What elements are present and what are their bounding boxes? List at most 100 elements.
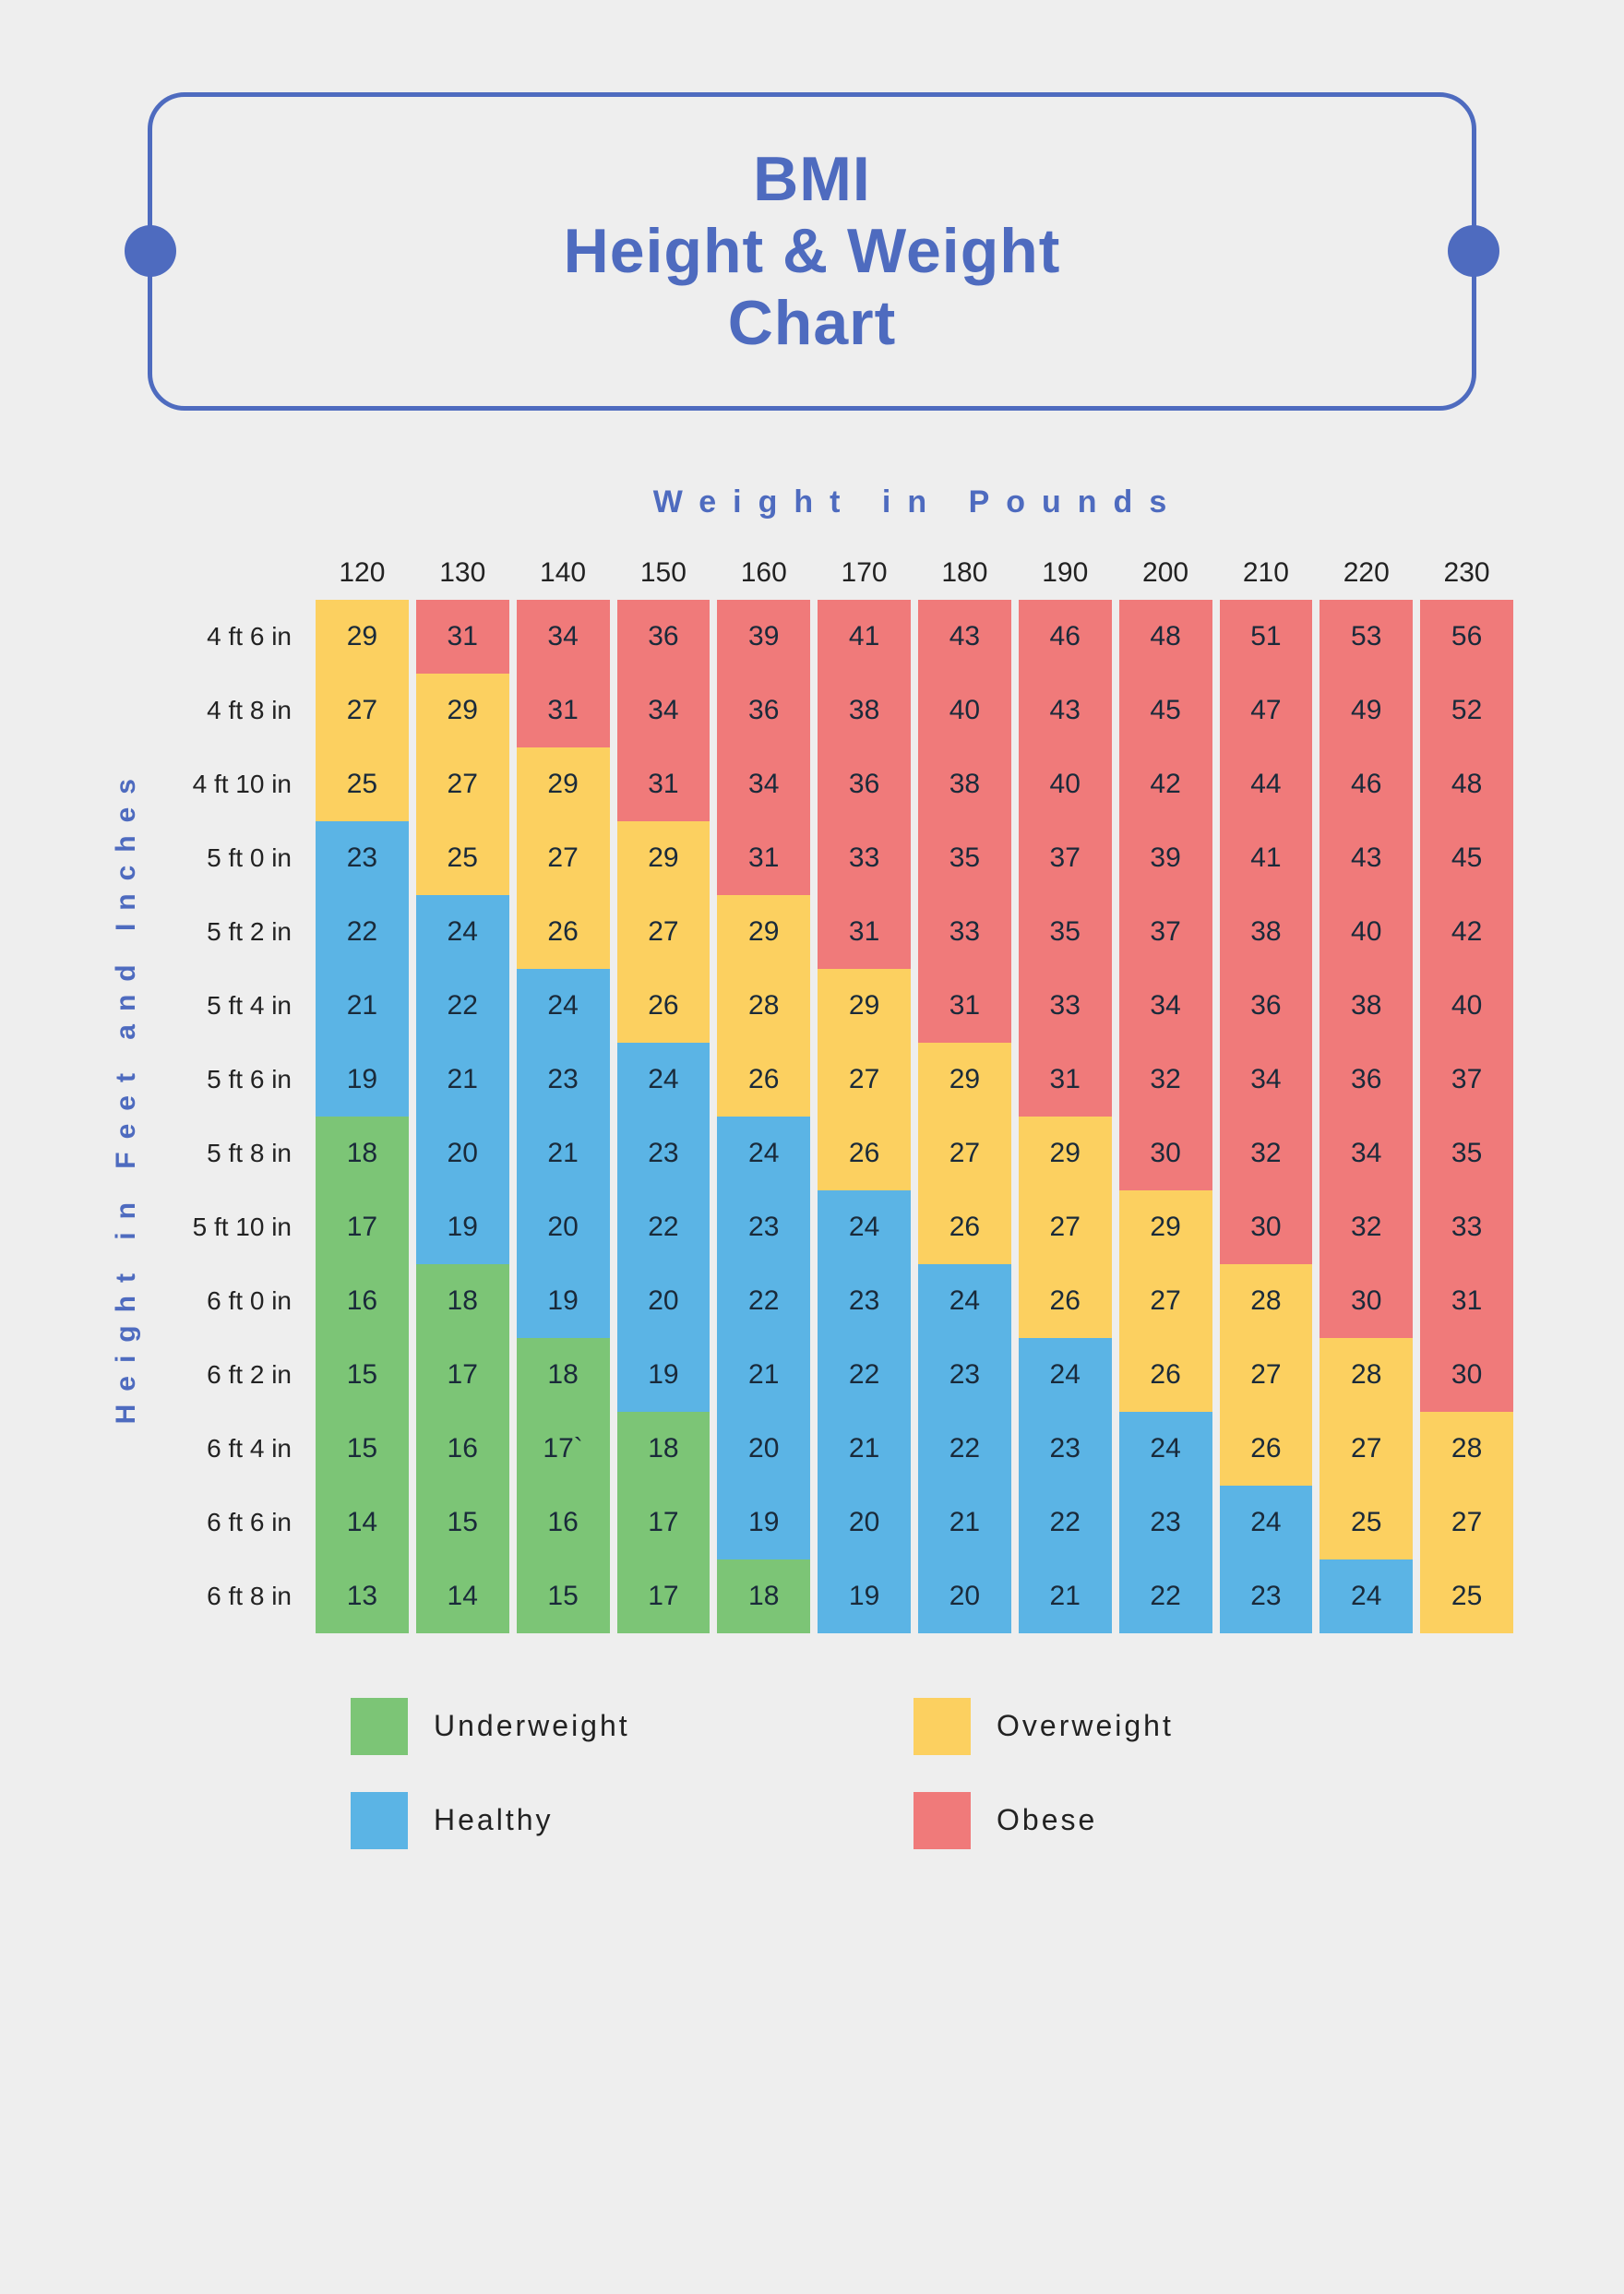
- row-label: 5 ft 10 in: [161, 1190, 308, 1264]
- heatmap-cell: 29: [416, 674, 509, 747]
- heatmap-cell: 36: [1220, 969, 1313, 1043]
- heatmap-cell: 28: [1320, 1338, 1413, 1412]
- heatmap-cell: 45: [1420, 821, 1513, 895]
- legend-label: Healthy: [434, 1803, 554, 1837]
- heatmap-cell: 36: [818, 747, 911, 821]
- heatmap-cell: 18: [617, 1412, 710, 1486]
- heatmap-cell: 33: [1019, 969, 1112, 1043]
- heatmap-cell: 47: [1220, 674, 1313, 747]
- heatmap-cell: 29: [316, 600, 409, 674]
- heatmap-row: 5 ft 10 in171920222324262729303233: [161, 1190, 1513, 1264]
- heatmap-cell: 36: [717, 674, 810, 747]
- title-line-3: Chart: [189, 287, 1435, 359]
- heatmap-cell: 53: [1320, 600, 1413, 674]
- heatmap-cell: 28: [717, 969, 810, 1043]
- heatmap-cell: 19: [717, 1486, 810, 1559]
- heatmap-cell: 43: [918, 600, 1011, 674]
- heatmap-cell: 35: [1019, 895, 1112, 969]
- heatmap-cell: 46: [1320, 747, 1413, 821]
- heatmap-cell: 22: [1019, 1486, 1112, 1559]
- heatmap-cell: 49: [1320, 674, 1413, 747]
- row-label: 4 ft 10 in: [161, 747, 308, 821]
- heatmap-cell: 19: [517, 1264, 610, 1338]
- heatmap-cell: 25: [1420, 1559, 1513, 1633]
- heatmap-cell: 26: [517, 895, 610, 969]
- heatmap-cell: 20: [617, 1264, 710, 1338]
- heatmap-cell: 20: [416, 1117, 509, 1190]
- corner-spacer: [161, 557, 308, 589]
- row-label: 4 ft 6 in: [161, 600, 308, 674]
- heatmap-cell: 24: [1220, 1486, 1313, 1559]
- heatmap-grid: 120130140150160170180190200210220230 4 f…: [161, 557, 1513, 1633]
- frame-dot-right: [1448, 225, 1499, 277]
- heatmap-cell: 28: [1420, 1412, 1513, 1486]
- frame-dot-left: [125, 225, 176, 277]
- heatmap-cell: 31: [617, 747, 710, 821]
- column-header: 130: [416, 557, 509, 589]
- heatmap-cell: 29: [1119, 1190, 1212, 1264]
- legend-label: Obese: [997, 1803, 1097, 1837]
- heatmap-cell: 19: [617, 1338, 710, 1412]
- heatmap-row: 6 ft 0 in161819202223242627283031: [161, 1264, 1513, 1338]
- heatmap-cell: 26: [1019, 1264, 1112, 1338]
- heatmap-cell: 43: [1019, 674, 1112, 747]
- heatmap-cell: 29: [617, 821, 710, 895]
- heatmap-cell: 26: [1119, 1338, 1212, 1412]
- heatmap-cell: 18: [717, 1559, 810, 1633]
- heatmap-cell: 15: [517, 1559, 610, 1633]
- heatmap-row: 5 ft 2 in222426272931333537384042: [161, 895, 1513, 969]
- heatmap-cell: 27: [1420, 1486, 1513, 1559]
- heatmap-cell: 31: [416, 600, 509, 674]
- heatmap-cell: 23: [316, 821, 409, 895]
- heatmap-cell: 38: [818, 674, 911, 747]
- heatmap-cell: 27: [1019, 1190, 1112, 1264]
- heatmap-cell: 24: [416, 895, 509, 969]
- heatmap-cell: 52: [1420, 674, 1513, 747]
- heatmap-cell: 17`: [517, 1412, 610, 1486]
- heatmap-cell: 18: [416, 1264, 509, 1338]
- heatmap-cell: 29: [517, 747, 610, 821]
- heatmap-cell: 37: [1420, 1043, 1513, 1117]
- heatmap-cell: 56: [1420, 600, 1513, 674]
- heatmap-cell: 30: [1320, 1264, 1413, 1338]
- heatmap-cell: 38: [918, 747, 1011, 821]
- heatmap-cell: 13: [316, 1559, 409, 1633]
- heatmap-cell: 29: [1019, 1117, 1112, 1190]
- heatmap-cell: 35: [1420, 1117, 1513, 1190]
- legend: UnderweightOverweightHealthyObese: [351, 1698, 1366, 1849]
- heatmap-cell: 20: [517, 1190, 610, 1264]
- heatmap-cell: 30: [1220, 1190, 1313, 1264]
- heatmap-cell: 23: [918, 1338, 1011, 1412]
- heatmap-cell: 16: [316, 1264, 409, 1338]
- heatmap-cell: 29: [918, 1043, 1011, 1117]
- heatmap-cell: 22: [316, 895, 409, 969]
- heatmap-cell: 34: [1320, 1117, 1413, 1190]
- heatmap-cell: 34: [717, 747, 810, 821]
- heatmap-cell: 40: [1019, 747, 1112, 821]
- heatmap-cell: 26: [818, 1117, 911, 1190]
- heatmap-cell: 36: [1320, 1043, 1413, 1117]
- heatmap-cell: 32: [1119, 1043, 1212, 1117]
- heatmap-row: 6 ft 8 in131415171819202122232425: [161, 1559, 1513, 1633]
- heatmap-cell: 32: [1220, 1117, 1313, 1190]
- heatmap-cell: 33: [818, 821, 911, 895]
- column-header: 210: [1220, 557, 1313, 589]
- heatmap-cell: 27: [1220, 1338, 1313, 1412]
- heatmap-cell: 31: [717, 821, 810, 895]
- heatmap-row: 5 ft 8 in182021232426272930323435: [161, 1117, 1513, 1190]
- heatmap-cell: 40: [1420, 969, 1513, 1043]
- heatmap-cell: 21: [918, 1486, 1011, 1559]
- heatmap-row: 5 ft 0 in232527293133353739414345: [161, 821, 1513, 895]
- heatmap-cell: 23: [617, 1117, 710, 1190]
- heatmap-cell: 39: [1119, 821, 1212, 895]
- heatmap-cell: 27: [517, 821, 610, 895]
- heatmap-cell: 23: [1019, 1412, 1112, 1486]
- heatmap-rows: 4 ft 6 in2931343639414346485153564 ft 8 …: [161, 600, 1513, 1633]
- row-label: 6 ft 8 in: [161, 1559, 308, 1633]
- heatmap-cell: 15: [316, 1412, 409, 1486]
- heatmap-cell: 34: [1220, 1043, 1313, 1117]
- heatmap-cell: 24: [1019, 1338, 1112, 1412]
- heatmap-cell: 21: [416, 1043, 509, 1117]
- heatmap-cell: 43: [1320, 821, 1413, 895]
- heatmap-cell: 25: [1320, 1486, 1413, 1559]
